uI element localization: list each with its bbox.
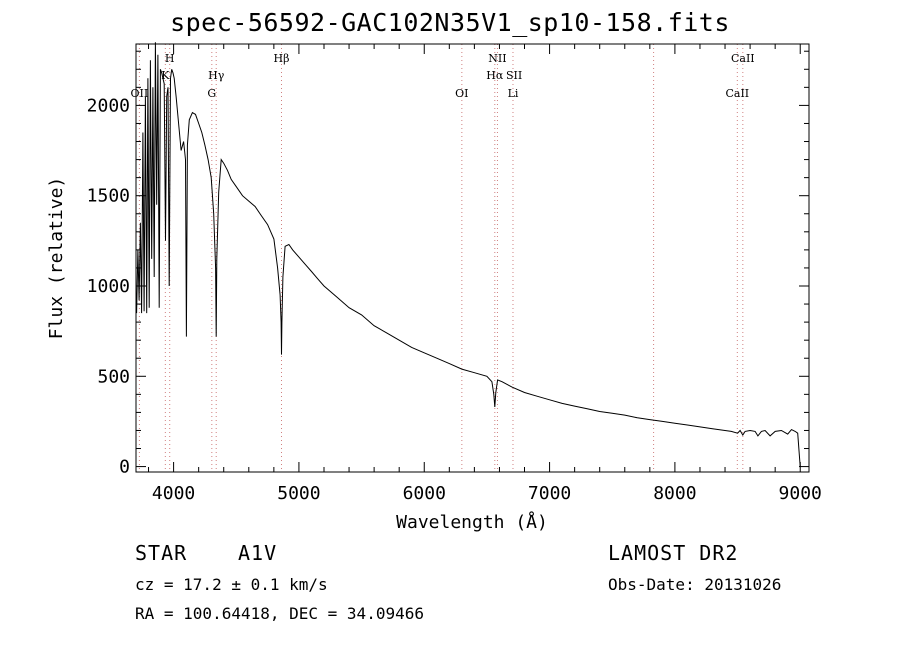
x-tick-label: 7000 bbox=[528, 483, 571, 504]
spectral-line-labels: OII KH Hγ G Hβ OI NII Hα Li SII CaII CaII bbox=[131, 52, 755, 100]
observation-date: Obs-Date: 20131026 bbox=[608, 575, 782, 594]
spectrum-series bbox=[136, 42, 801, 467]
y-tick-label: 1000 bbox=[87, 276, 130, 297]
y-tick-label: 500 bbox=[97, 366, 130, 387]
spectral-line-label: G bbox=[207, 87, 216, 100]
plot-frame bbox=[135, 43, 810, 473]
spectral-line-label: K bbox=[161, 69, 170, 82]
spectrum-line bbox=[136, 42, 801, 467]
x-axis-label: Wavelength (Å) bbox=[396, 511, 548, 533]
spectral-line-label: NII bbox=[488, 52, 506, 65]
spectral-line-label: CaII bbox=[725, 87, 749, 100]
spectral-line-label: OII bbox=[131, 87, 149, 100]
redshift-velocity: cz = 17.2 ± 0.1 km/s bbox=[135, 575, 328, 594]
y-axis-label: Flux (relative) bbox=[46, 177, 67, 340]
chart-title: spec-56592-GAC102N35V1_sp10-158.fits bbox=[170, 8, 730, 37]
x-tick-label: 4000 bbox=[152, 483, 195, 504]
object-type: STAR bbox=[135, 541, 188, 565]
spectral-line-label: Li bbox=[508, 87, 519, 100]
spectral-line-label: Hβ bbox=[274, 52, 290, 65]
y-tick-label: 1500 bbox=[87, 186, 130, 207]
spectral-line-label: Hα bbox=[486, 69, 504, 82]
x-tick-label: 9000 bbox=[779, 483, 822, 504]
spectral-line-label: SII bbox=[506, 69, 522, 82]
x-tick-label: 5000 bbox=[277, 483, 320, 504]
axis-ticks: 4000 5000 6000 7000 8000 9000 0 500 1000 1500 2000 bbox=[87, 44, 822, 504]
spectral-line-label: CaII bbox=[731, 52, 755, 65]
spectral-line-markers bbox=[138, 44, 744, 472]
y-tick-label: 2000 bbox=[87, 95, 130, 116]
coordinates: RA = 100.64418, DEC = 34.09466 bbox=[135, 604, 424, 623]
y-tick-label: 0 bbox=[119, 457, 130, 478]
x-tick-label: 8000 bbox=[653, 483, 696, 504]
survey-name: LAMOST DR2 bbox=[608, 541, 739, 565]
spectral-line-label: Hγ bbox=[208, 69, 225, 82]
spectral-line-label: OI bbox=[455, 87, 468, 100]
spectral-class: A1V bbox=[238, 541, 278, 565]
x-tick-label: 6000 bbox=[403, 483, 446, 504]
spectral-line-label: H bbox=[165, 52, 175, 65]
